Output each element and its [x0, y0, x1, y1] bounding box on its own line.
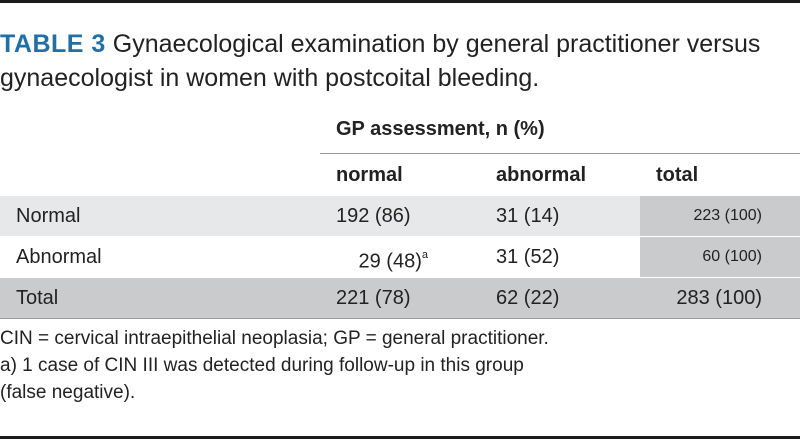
footnote-a-line1: a) 1 case of CIN III was detected during…	[0, 355, 524, 376]
row-divider	[0, 277, 800, 278]
row-label: Total	[16, 287, 59, 309]
cell-normal: 29 (48)a	[358, 249, 429, 273]
row-label: Abnormal	[16, 246, 102, 268]
cell-abnormal: 31 (52)	[496, 246, 560, 268]
column-header-normal: normal	[336, 164, 403, 186]
cell-abnormal: 31 (14)	[496, 205, 560, 227]
group-header: GP assessment, n (%)	[336, 118, 545, 140]
bottom-rule	[0, 436, 800, 439]
footnotes: CIN = cervical intraepithelial neoplasia…	[0, 325, 790, 406]
cell-normal: 221 (78)	[336, 287, 411, 309]
group-header-rule	[320, 153, 800, 154]
abbreviations-note: CIN = cervical intraepithelial neoplasia…	[0, 328, 549, 349]
row-label: Normal	[16, 205, 81, 227]
cell-total: 223 (100)	[693, 207, 763, 224]
column-header-total: total	[656, 164, 699, 186]
cell-total: 60 (100)	[702, 248, 762, 265]
top-rule	[0, 0, 800, 3]
column-header-abnormal: abnormal	[496, 164, 587, 186]
cell-normal: 192 (86)	[336, 205, 411, 227]
table-caption: TABLE 3 Gynaecological examination by ge…	[0, 27, 790, 95]
table-title: Gynaecological examination by general pr…	[0, 30, 761, 92]
table-row-total: Total 221 (78) 62 (22) 283 (100)	[0, 278, 800, 318]
row-divider	[0, 236, 800, 237]
table-bottom-rule	[0, 318, 800, 319]
table-number: TABLE 3	[0, 30, 106, 58]
cell-abnormal: 62 (22)	[496, 287, 560, 309]
footnote-a-line2: (false negative).	[0, 382, 136, 403]
footnote-marker: a	[421, 249, 428, 261]
cell-total: 283 (100)	[676, 287, 762, 309]
